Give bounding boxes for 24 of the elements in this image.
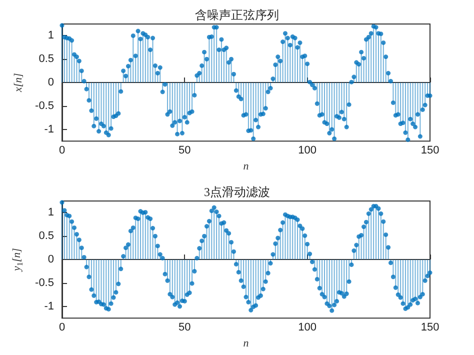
x-tick-label: 100 [298, 144, 317, 157]
x-tick-label: 100 [298, 322, 317, 334]
y-tick-label: -1 [44, 123, 54, 136]
y-tick-label: 1 [48, 206, 54, 219]
y-axis-title: x[n] [12, 73, 25, 94]
x-tick-label: 0 [58, 322, 66, 334]
chart-title: 3点滑动滤波 [204, 185, 270, 199]
x-tick-label: 150 [420, 322, 440, 334]
x-tick-label: 50 [178, 322, 191, 334]
y-tick-label: 0 [48, 76, 54, 89]
chart-title: 含噪声正弦序列 [195, 8, 279, 22]
x-axis-title: n [243, 160, 250, 172]
y-axis-title: y1[n] [11, 248, 25, 272]
y-tick-label: 0 [48, 254, 54, 266]
x-axis-title: n [243, 338, 250, 350]
y-tick-label: 0.5 [38, 53, 54, 66]
y-tick-label: -1 [44, 300, 54, 312]
x-tick-label: 0 [58, 144, 66, 157]
x-tick-label: 150 [420, 144, 440, 157]
y-tick-label: 0.5 [38, 230, 54, 242]
y-tick-label: 1 [48, 30, 54, 42]
x-tick-label: 50 [178, 144, 191, 157]
y-tick-label: -0.5 [35, 276, 54, 289]
y-tick-label: -0.5 [35, 100, 54, 112]
